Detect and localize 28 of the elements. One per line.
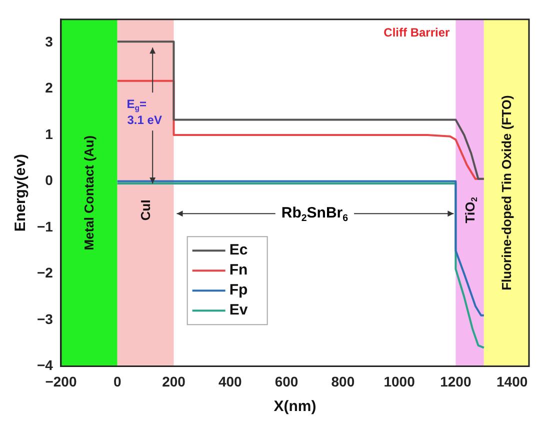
y-tick-label: −1 [36,218,54,234]
y-tick-label: −2 [36,264,54,281]
band-label: Metal Contact (Au) [82,135,97,250]
x-tick-label: 0 [113,373,122,390]
y-tick-label: 0 [45,172,54,188]
band-label: Fluorine-doped Tin Oxide (FTO) [499,95,514,290]
y-tick-label: 2 [45,80,54,96]
x-tick-label: 200 [162,373,186,390]
y-axis-title: Energy(ev) [12,154,30,232]
x-tick-label: 1000 [384,373,416,390]
legend-label: Ec [229,242,248,259]
annotation: Cliff Barrier [384,26,450,40]
x-tick-label: −200 [45,373,77,390]
band-label: TiO2 [462,196,480,224]
x-tick-label: 400 [218,373,242,390]
x-axis-title: X(nm) [274,398,316,416]
legend-label: Ev [229,302,248,319]
x-tick-label: 1400 [496,373,528,390]
y-tick-label: −3 [36,310,54,327]
x-tick-label: 800 [331,373,355,390]
y-tick-label: 1 [45,126,54,142]
y-tick-label: 3 [45,33,54,50]
band-label: CuI [138,200,154,221]
x-tick-label: 600 [274,373,298,390]
legend-label: Fn [229,262,248,279]
x-tick-label: 1200 [440,373,472,390]
y-tick-label: −4 [36,357,54,374]
legend-label: Fp [229,282,248,299]
